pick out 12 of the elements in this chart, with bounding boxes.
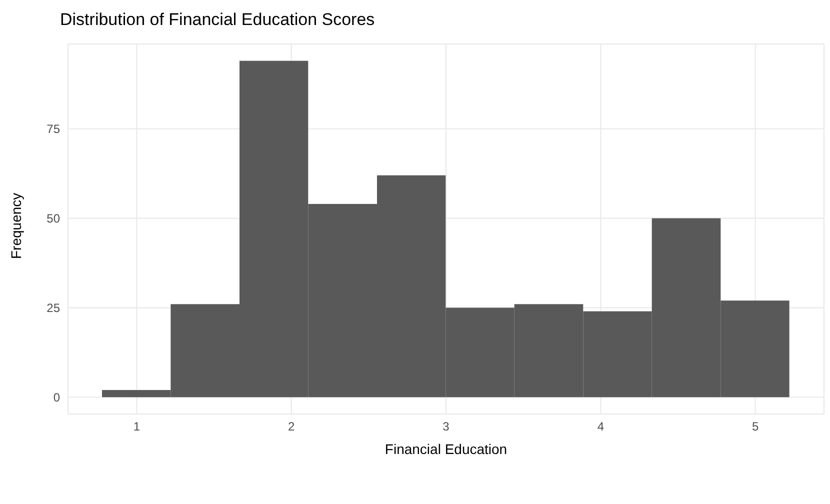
- y-tick-label: 0: [53, 390, 60, 404]
- y-axis-title: Frequency: [8, 192, 24, 259]
- x-tick-label: 4: [597, 420, 604, 434]
- y-tick-label: 25: [46, 300, 60, 315]
- x-tick-label: 1: [133, 420, 140, 434]
- x-tick-label: 2: [288, 420, 295, 434]
- chart-title: Distribution of Financial Education Scores: [60, 10, 375, 30]
- x-tick-label: 3: [442, 420, 450, 434]
- y-tick-label: 50: [46, 212, 60, 226]
- x-axis-title: Financial Education: [384, 441, 508, 457]
- y-tick-label: 75: [46, 122, 60, 136]
- x-tick-label: 5: [752, 420, 759, 434]
